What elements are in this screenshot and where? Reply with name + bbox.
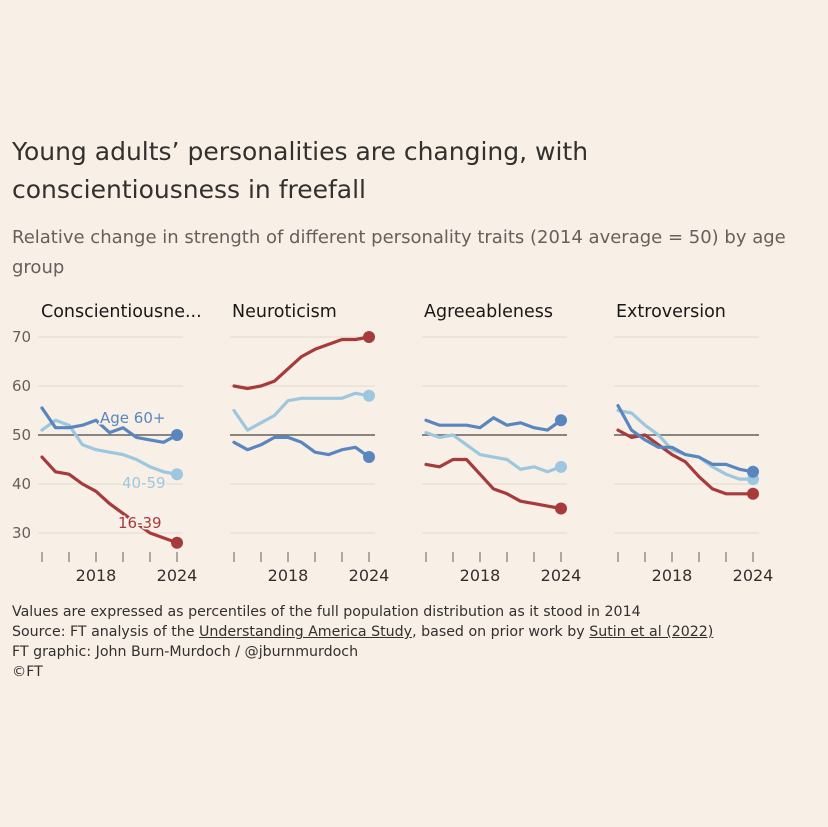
chart-footer: Values are expressed as percentiles of t… bbox=[12, 602, 822, 682]
footer-note: Values are expressed as percentiles of t… bbox=[12, 604, 641, 620]
x-tick-label: 2018 bbox=[268, 566, 309, 585]
series-end-dot bbox=[363, 451, 375, 464]
series-line-40-59 bbox=[424, 431, 563, 474]
panel-conscientiousne: Conscientiousne... 2018 2024 Age 60+ 40-59 16… bbox=[38, 302, 202, 585]
panel-neuroticism: Neuroticism 2018 2024 bbox=[230, 302, 389, 585]
series-line-age-60- bbox=[232, 435, 371, 459]
chart-title: Young adults’ personalities are changing… bbox=[12, 137, 589, 204]
series-line-40-59 bbox=[232, 391, 371, 432]
x-tick-label: 2018 bbox=[460, 566, 501, 585]
panel-agreeableness: Agreeableness 2018 2024 bbox=[422, 302, 581, 585]
y-tick-label: 50 bbox=[12, 426, 31, 444]
source-prefix: Source: FT analysis of the bbox=[12, 624, 200, 640]
series-end-dot bbox=[363, 389, 375, 402]
panel-title: Conscientiousne... bbox=[41, 302, 202, 322]
series-line-16-39 bbox=[232, 335, 371, 391]
series-line-age-60- bbox=[40, 406, 179, 444]
series-end-dot bbox=[555, 414, 567, 427]
series-end-dot bbox=[555, 502, 567, 515]
panel-extroversion: Extroversion 2018 2024 bbox=[614, 302, 773, 585]
series-end-dot bbox=[171, 468, 183, 481]
y-tick-label: 70 bbox=[12, 328, 31, 346]
series-end-dot bbox=[171, 429, 183, 441]
source-link-sutin-et-al[interactable]: Sutin et al (2022) bbox=[589, 624, 714, 640]
x-tick-label: 2024 bbox=[733, 566, 774, 585]
x-tick-label: 2018 bbox=[652, 566, 693, 585]
footer-copyright: ©FT bbox=[12, 664, 43, 680]
series-line-age-60- bbox=[616, 403, 755, 474]
footer-graphic-credit: FT graphic: John Burn-Murdoch / @jburnmu… bbox=[12, 644, 359, 660]
x-tick-label: 2024 bbox=[541, 566, 582, 585]
series-end-dot bbox=[363, 331, 375, 343]
series-line-40-59 bbox=[40, 418, 179, 476]
series-end-dot bbox=[747, 465, 759, 478]
y-tick-label: 60 bbox=[12, 377, 31, 395]
y-tick-label: 40 bbox=[12, 475, 31, 493]
panel-title: Extroversion bbox=[616, 302, 726, 322]
y-tick-label: 30 bbox=[12, 524, 31, 542]
series-line-16-39 bbox=[40, 455, 179, 545]
small-multiples-chart: 30 40 50 60 70 Conscientiousne... 2018 2024 Age … bbox=[12, 302, 773, 585]
series-label: 16-39 bbox=[118, 514, 162, 532]
panel-title: Agreeableness bbox=[424, 302, 553, 322]
x-tick-label: 2024 bbox=[349, 566, 390, 585]
source-middle: , based on prior work by bbox=[412, 624, 590, 640]
series-label: Age 60+ bbox=[100, 409, 165, 427]
x-tick-label: 2024 bbox=[157, 566, 198, 585]
series-end-dot bbox=[747, 487, 759, 500]
series-line-age-60- bbox=[424, 416, 563, 432]
source-link-understanding-america-study[interactable]: Understanding America Study bbox=[199, 624, 413, 640]
series-line-16-39 bbox=[424, 457, 563, 511]
series-end-dot bbox=[171, 536, 183, 549]
chart-subtitle: Relative change in strength of different… bbox=[12, 227, 786, 278]
panel-title: Neuroticism bbox=[232, 302, 337, 322]
series-label: 40-59 bbox=[122, 474, 166, 492]
x-tick-label: 2018 bbox=[76, 566, 117, 585]
footer-source: Source: FT analysis of the Understanding… bbox=[12, 622, 822, 642]
series-line-40-59 bbox=[616, 408, 755, 481]
series-end-dot bbox=[555, 460, 567, 473]
